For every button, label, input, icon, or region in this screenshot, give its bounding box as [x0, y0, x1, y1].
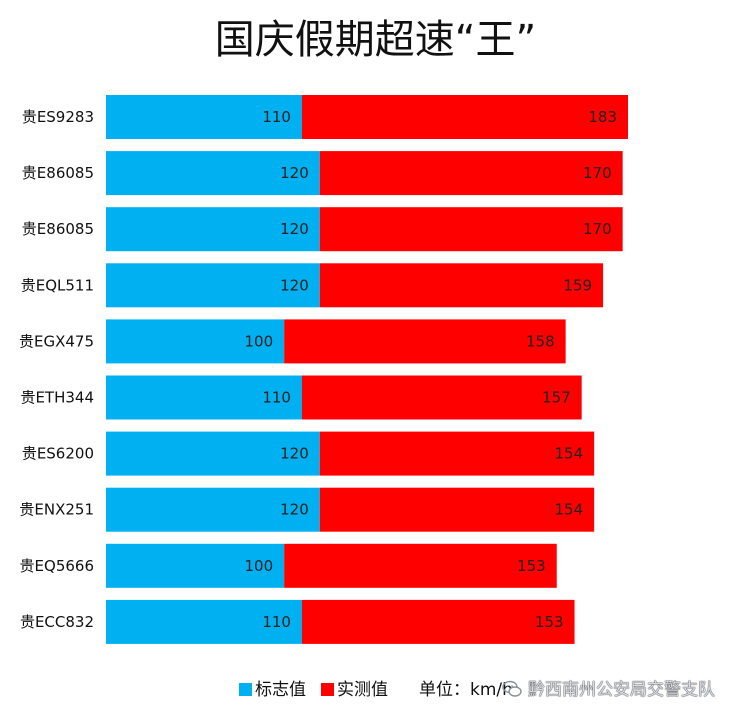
category-label: 贵ES6200 — [22, 445, 94, 463]
bar-measured — [301, 375, 582, 420]
bar-measured — [284, 319, 566, 364]
category-label: 贵EGX475 — [19, 332, 94, 350]
bar-measured — [301, 599, 575, 644]
category-label: 贵E86085 — [22, 164, 94, 182]
bar-measured — [301, 95, 628, 139]
data-label-standard: 120 — [280, 164, 309, 182]
bar-standard — [106, 263, 320, 308]
data-label-measured: 154 — [555, 501, 584, 519]
category-label: 贵E86085 — [22, 220, 94, 238]
data-label-standard: 100 — [245, 332, 274, 350]
bar-standard — [106, 375, 302, 420]
bar-standard — [106, 543, 285, 588]
bar-measured — [319, 207, 623, 252]
data-label-measured: 170 — [583, 164, 612, 182]
data-label-standard: 120 — [280, 445, 309, 463]
bar-standard — [106, 599, 302, 644]
category-label: 贵ENX251 — [19, 501, 94, 519]
legend-item-standard: 标志值 — [239, 679, 306, 701]
chart-title: 国庆假期超速“王” — [214, 17, 537, 63]
data-label-measured: 159 — [563, 276, 592, 294]
data-label-measured: 153 — [517, 557, 546, 575]
legend-item-measured: 实测值 — [321, 679, 388, 701]
category-label: 贵EQL511 — [21, 276, 94, 294]
bar-standard — [106, 319, 285, 364]
category-label: 贵ECC832 — [20, 613, 94, 631]
unit-label: 单位：km/h — [419, 680, 513, 700]
data-label-measured: 158 — [526, 332, 555, 350]
data-label-standard: 120 — [280, 220, 309, 238]
data-label-standard: 120 — [280, 276, 309, 294]
bar-standard — [106, 431, 320, 476]
data-label-standard: 110 — [262, 108, 291, 126]
bar-standard — [106, 487, 320, 532]
bar-measured — [319, 431, 595, 476]
watermark-text: 黔西南州公安局交警支队 — [528, 680, 715, 700]
data-label-measured: 170 — [583, 220, 612, 238]
data-label-standard: 120 — [280, 501, 309, 519]
bar-standard — [106, 151, 320, 196]
watermark: 黔西南州公安局交警支队 — [502, 677, 715, 703]
wechat-icon — [502, 680, 522, 697]
bar-measured — [284, 543, 557, 588]
category-label: 贵EQ5666 — [20, 557, 94, 575]
data-label-measured: 157 — [542, 389, 571, 407]
data-label-standard: 110 — [262, 389, 291, 407]
bar-measured — [319, 151, 623, 196]
legend-label-measured: 实测值 — [337, 680, 388, 700]
bar-measured — [319, 263, 604, 308]
data-label-measured: 153 — [535, 613, 564, 631]
legend-label-standard: 标志值 — [255, 680, 306, 700]
data-label-standard: 110 — [262, 613, 291, 631]
category-label: 贵ES9283 — [22, 108, 94, 126]
category-label: 贵ETH344 — [20, 389, 94, 407]
bar-standard — [106, 207, 320, 252]
data-label-measured: 183 — [588, 108, 617, 126]
legend-swatch-standard — [239, 683, 252, 696]
bar-measured — [319, 487, 595, 532]
data-label-standard: 100 — [245, 557, 274, 575]
data-label-measured: 154 — [555, 445, 584, 463]
bar-standard — [106, 95, 302, 139]
legend-swatch-measured — [321, 683, 334, 696]
